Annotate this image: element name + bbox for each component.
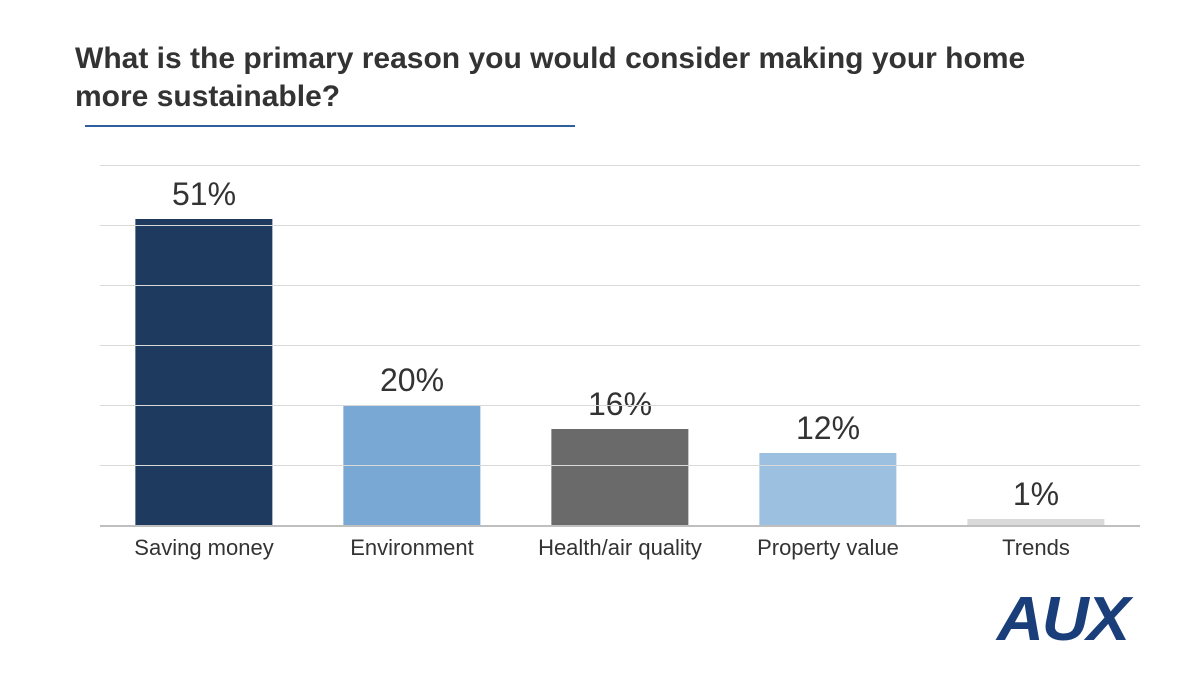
- gridline: [100, 165, 1140, 166]
- gridline: [100, 465, 1140, 466]
- value-label: 12%: [796, 410, 860, 447]
- category-label: Saving money: [100, 535, 308, 561]
- bar: [759, 453, 896, 525]
- gridline: [100, 405, 1140, 406]
- category-label: Environment: [308, 535, 516, 561]
- category-label: Property value: [724, 535, 932, 561]
- value-label: 1%: [1013, 476, 1059, 513]
- chart-title: What is the primary reason you would con…: [75, 40, 1075, 115]
- gridline: [100, 225, 1140, 226]
- bar: [551, 429, 688, 525]
- brand-logo: AUX: [997, 584, 1128, 655]
- category-label: Health/air quality: [516, 535, 724, 561]
- bar: [135, 219, 272, 525]
- category-labels: Saving moneyEnvironmentHealth/air qualit…: [100, 535, 1140, 561]
- title-underline: [85, 125, 575, 127]
- value-label: 20%: [380, 362, 444, 399]
- value-label: 51%: [172, 176, 236, 213]
- category-label: Trends: [932, 535, 1140, 561]
- chart-canvas: What is the primary reason you would con…: [0, 0, 1200, 675]
- gridline: [100, 285, 1140, 286]
- gridline: [100, 345, 1140, 346]
- bar-chart: 51%20%16%12%1%: [100, 165, 1140, 525]
- gridline: [100, 525, 1140, 527]
